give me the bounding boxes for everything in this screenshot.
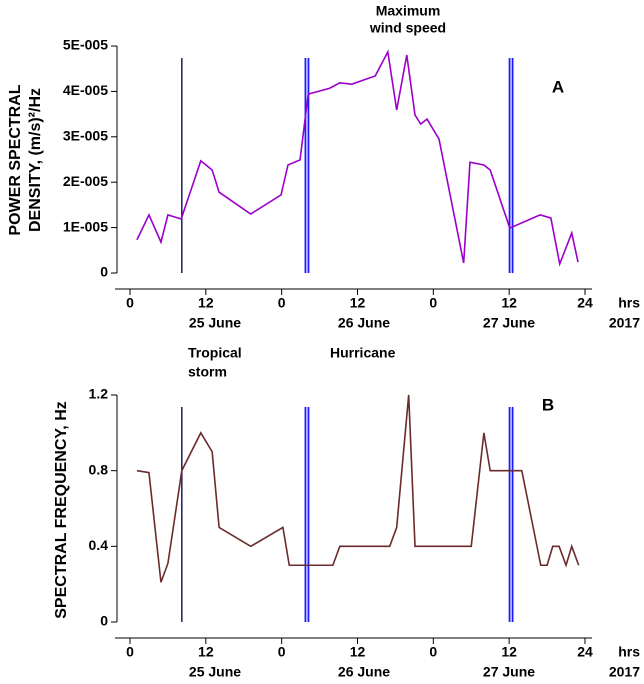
x-tick-label: 0: [126, 295, 134, 311]
x-tick-label: 12: [198, 295, 214, 311]
annotation: A: [552, 77, 564, 96]
event-marker: [304, 58, 310, 273]
y-tick-label: 4E-005: [63, 82, 108, 98]
x-axis-label: hrs: [618, 295, 640, 311]
y-tick-label: 1.2: [89, 386, 109, 402]
y-tick-label: 0.4: [89, 537, 109, 553]
x-tick-label: 0: [429, 644, 437, 660]
event-marker: [304, 407, 310, 622]
data-line: [136, 394, 580, 583]
y-tick-label: 5E-005: [63, 37, 108, 53]
y-tick-label: 1E-005: [63, 218, 108, 234]
annotation: Hurricane: [330, 345, 396, 361]
x-tick-label: 0: [278, 295, 286, 311]
day-label: 27 June: [483, 315, 535, 331]
day-label: 26 June: [338, 315, 390, 331]
event-marker: [508, 58, 514, 273]
x-tick-label: 12: [350, 295, 366, 311]
x-tick-label: 24: [577, 644, 593, 660]
x-tick-label: 12: [501, 295, 517, 311]
x-tick-label: 0: [278, 644, 286, 660]
x-axis-label: hrs: [618, 644, 640, 660]
day-label: 25 June: [189, 315, 241, 331]
day-label: 25 June: [189, 664, 241, 680]
y-axis-label: SPECTRAL FREQUENCY, Hz: [53, 401, 70, 619]
x-tick-label: 0: [126, 644, 134, 660]
x-tick-label: 12: [198, 644, 214, 660]
day-label: 26 June: [338, 664, 390, 680]
y-axis-label: DENSITY, (m/s)²/Hz: [27, 88, 44, 232]
data-line: [136, 49, 579, 267]
x-axis-label: 2017: [609, 315, 640, 331]
x-tick-label: 12: [501, 644, 517, 660]
y-axis-label: POWER SPECTRAL: [7, 84, 24, 235]
x-axis-label: 2017: [609, 664, 640, 680]
annotation: B: [542, 395, 554, 414]
event-marker: [508, 407, 514, 622]
x-tick-label: 0: [429, 295, 437, 311]
y-tick-label: 0.8: [89, 461, 109, 477]
x-tick-label: 12: [350, 644, 366, 660]
y-tick-label: 0: [100, 613, 108, 629]
day-label: 27 June: [483, 664, 535, 680]
y-tick-label: 2E-005: [63, 173, 108, 189]
annotation: wind speed: [369, 20, 446, 36]
annotation: Maximum: [376, 3, 441, 19]
x-tick-label: 24: [577, 295, 593, 311]
y-tick-label: 0: [100, 264, 108, 280]
annotation: storm: [188, 364, 227, 380]
annotation: Tropical: [188, 345, 242, 361]
y-tick-label: 3E-005: [63, 128, 108, 144]
